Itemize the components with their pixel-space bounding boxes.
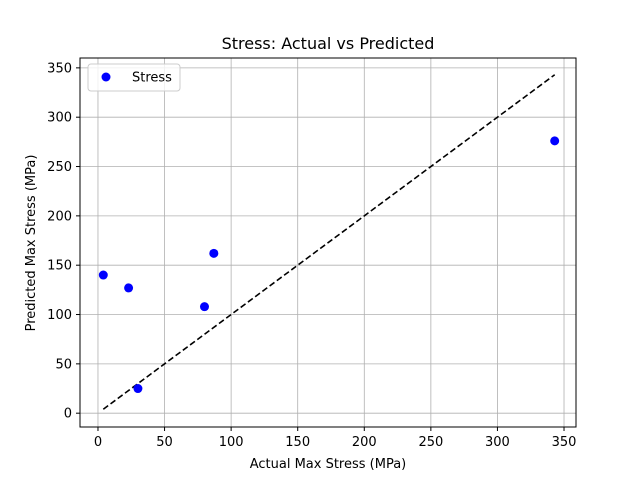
x-tick-label: 250 xyxy=(418,435,443,450)
legend-marker xyxy=(101,72,111,82)
x-tick-label: 0 xyxy=(94,435,102,450)
legend-label: Stress xyxy=(132,71,172,86)
x-axis-label: Actual Max Stress (MPa) xyxy=(250,457,407,472)
y-tick-label: 150 xyxy=(47,259,72,274)
legend-box xyxy=(87,63,181,92)
x-axis-ticks: 0 50 100 150 200 250 300 350 xyxy=(94,427,577,450)
y-axis-ticks: 0 50 100 150 200 250 300 350 xyxy=(47,61,80,422)
plot-frame xyxy=(79,57,577,428)
y-tick-label: 350 xyxy=(47,61,72,76)
data-point xyxy=(199,302,209,312)
y-tick-label: 100 xyxy=(47,308,72,323)
data-point xyxy=(98,270,108,280)
x-tick-label: 300 xyxy=(485,435,510,450)
x-tick-label: 200 xyxy=(352,435,377,450)
y-tick-label: 200 xyxy=(47,209,72,224)
data-point xyxy=(133,384,143,394)
x-tick-label: 100 xyxy=(219,435,244,450)
x-tick-label: 150 xyxy=(285,435,310,450)
data-point xyxy=(209,248,219,258)
y-tick-label: 0 xyxy=(64,407,72,422)
legend: Stress xyxy=(87,63,181,92)
data-points xyxy=(98,136,560,394)
grid xyxy=(80,58,576,427)
data-point xyxy=(124,283,134,293)
reference-line-layer xyxy=(102,74,556,410)
y-axis-label: Predicted Max Stress (MPa) xyxy=(24,155,39,332)
reference-line xyxy=(102,74,556,410)
y-tick-label: 250 xyxy=(47,160,72,175)
chart-title: Stress: Actual vs Predicted xyxy=(222,34,435,53)
plot-area: 0 50 100 150 200 250 300 350 0 50 100 150 200 250 300… xyxy=(47,57,577,450)
y-tick-label: 50 xyxy=(55,357,72,372)
data-point xyxy=(550,136,560,146)
y-tick-label: 300 xyxy=(47,111,72,126)
x-tick-label: 50 xyxy=(156,435,173,450)
x-tick-label: 350 xyxy=(552,435,577,450)
